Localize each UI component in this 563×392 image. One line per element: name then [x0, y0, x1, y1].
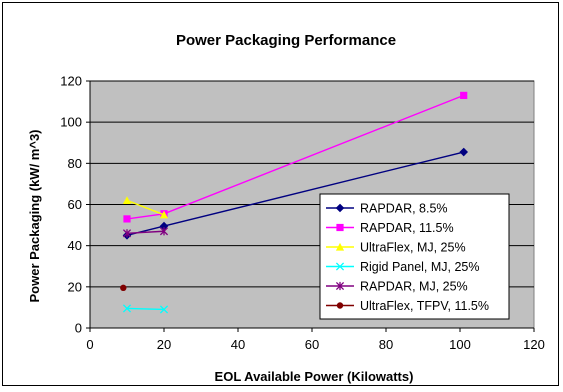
series-line	[126, 307, 165, 311]
x-tick-label: 0	[86, 337, 93, 352]
y-tick-label: 120	[60, 74, 82, 89]
legend-label: UltraFlex, MJ, 25%	[360, 241, 466, 255]
x-tick-label: 20	[157, 337, 171, 352]
series-3	[122, 196, 169, 219]
line-chart: Power Packaging Performance 0 20 40 60 80 100…	[27, 32, 545, 384]
legend-item: RAPDAR, 8.5%	[326, 202, 448, 216]
legend-marker	[336, 223, 344, 232]
y-tick-label: 20	[68, 279, 82, 294]
data-point	[159, 305, 169, 314]
y-tick-label: 60	[68, 197, 82, 212]
legend-item: UltraFlex, MJ, 25%	[326, 241, 466, 255]
x-tick-label: 120	[523, 337, 545, 352]
data-point	[459, 147, 469, 157]
chart-frame: Power Packaging Performance 0 20 40 60 80 100…	[2, 2, 559, 386]
legend-label: UltraFlex, TFPV, 11.5%	[360, 299, 489, 313]
series-line	[126, 199, 165, 216]
series-6	[120, 284, 127, 292]
y-tick-label: 100	[60, 115, 82, 130]
data-point	[122, 304, 132, 313]
y-tick-label: 0	[75, 321, 82, 336]
legend-item: RAPDAR, 11.5%	[326, 221, 454, 235]
series-line	[126, 230, 165, 235]
x-tick-label: 80	[379, 337, 393, 352]
y-tick-label: 80	[68, 156, 82, 171]
x-axis-label: EOL Available Power (Kilowatts)	[215, 369, 414, 384]
legend-marker	[335, 281, 345, 291]
series-5	[122, 227, 169, 238]
y-tick-label: 40	[68, 238, 82, 253]
legend-label: RAPDAR, MJ, 25%	[360, 280, 468, 294]
data-point	[122, 196, 132, 204]
legend-box	[319, 193, 510, 320]
data-point	[122, 229, 132, 238]
series-layer	[120, 91, 469, 314]
legend-marker	[335, 203, 345, 213]
legend-label: RAPDAR, 8.5%	[360, 202, 448, 216]
data-point	[460, 91, 468, 100]
data-point	[123, 215, 131, 223]
legend-item: RAPDAR, MJ, 25%	[326, 280, 468, 294]
data-point	[159, 210, 169, 219]
legend-label: RAPDAR, 11.5%	[360, 221, 454, 235]
x-tick-label: 40	[231, 337, 245, 352]
legend-marker	[336, 302, 344, 309]
chart-title: Power Packaging Performance	[176, 32, 396, 49]
y-axis-label: Power Packaging (kW/ m^3)	[27, 129, 42, 302]
x-tick-label: 60	[305, 337, 319, 352]
legend-label: Rigid Panel, MJ, 25%	[360, 260, 480, 274]
legend-item: Rigid Panel, MJ, 25%	[326, 260, 480, 274]
axes: 0 20 40 60 80 100 120 0 20 40 60 80 100 120	[60, 74, 545, 353]
data-point	[120, 284, 127, 292]
legend-marker	[335, 262, 345, 271]
legend: RAPDAR, 8.5% RAPDAR, 11.5% UltraFlex, MJ, …	[319, 193, 510, 320]
x-tick-label: 100	[449, 337, 471, 352]
legend-item: UltraFlex, TFPV, 11.5%	[326, 299, 489, 313]
legend-marker	[335, 242, 345, 251]
series-4	[122, 304, 169, 314]
data-point	[159, 227, 169, 236]
